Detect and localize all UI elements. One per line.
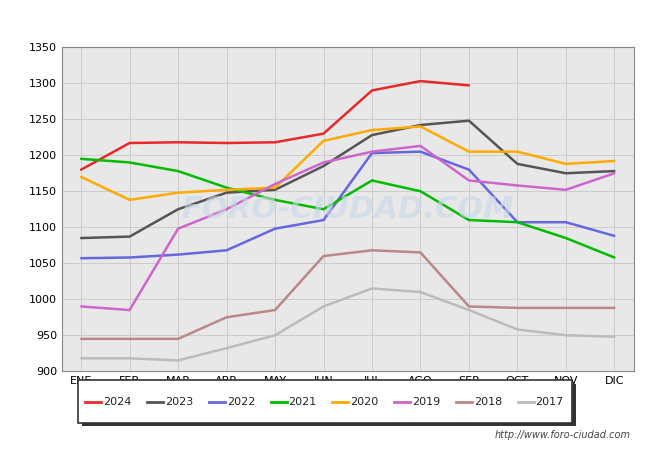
Text: FORO-CIUDAD.COM: FORO-CIUDAD.COM [181, 195, 514, 224]
Text: 2019: 2019 [412, 396, 440, 407]
Text: 2022: 2022 [227, 396, 255, 407]
Text: 2017: 2017 [536, 396, 564, 407]
Text: 2024: 2024 [103, 396, 132, 407]
Text: 2021: 2021 [289, 396, 317, 407]
Text: http://www.foro-ciudad.com: http://www.foro-ciudad.com [495, 430, 630, 440]
Text: 2018: 2018 [474, 396, 502, 407]
Text: Afiliados en Sahagún a 30/9/2024: Afiliados en Sahagún a 30/9/2024 [185, 20, 465, 38]
Text: 2020: 2020 [350, 396, 378, 407]
FancyBboxPatch shape [78, 380, 572, 423]
Text: 2023: 2023 [165, 396, 193, 407]
FancyBboxPatch shape [82, 384, 576, 427]
